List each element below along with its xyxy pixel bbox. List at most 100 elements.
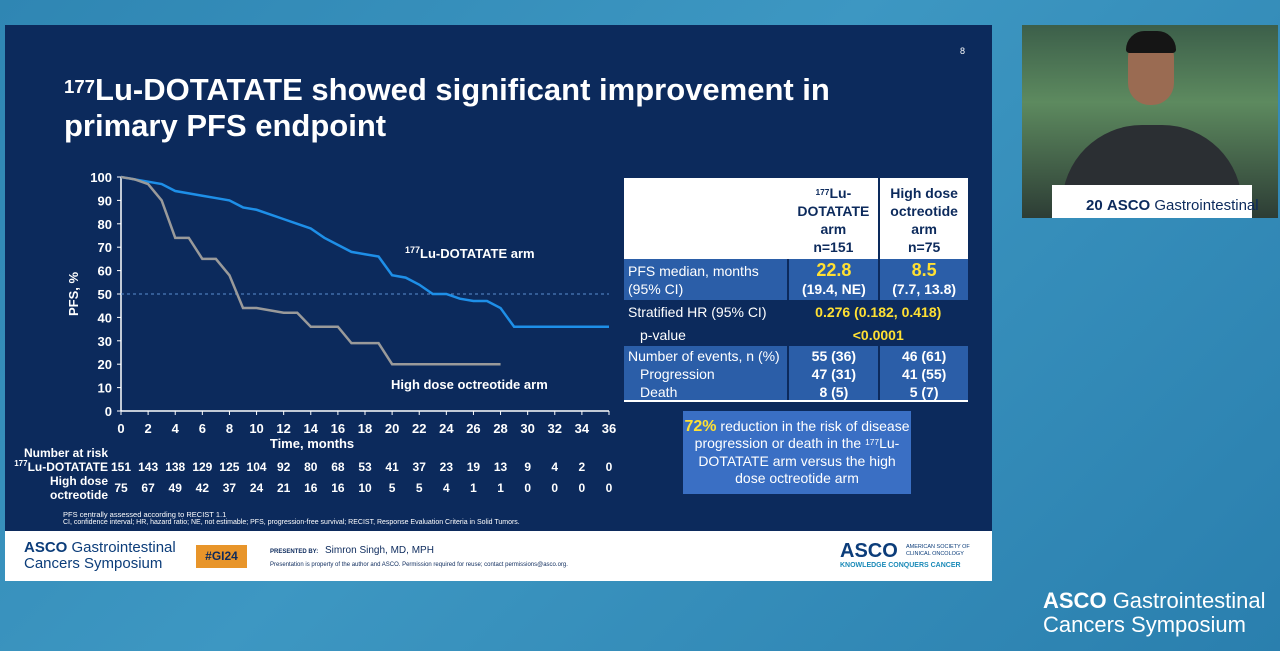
at-risk-value: 151 <box>111 460 131 474</box>
x-tick-label: 0 <box>117 421 124 436</box>
at-risk-value: 21 <box>277 481 291 495</box>
society-line: CLINICAL ONCOLOGY <box>906 551 964 557</box>
cell: 46 (61) <box>878 346 968 365</box>
at-risk-value: 129 <box>192 460 212 474</box>
callout-text: Lu-DOTATATE arm versus the high dose oct… <box>698 435 900 486</box>
tagline: KNOWLEDGE CONQUERS CANCER <box>840 562 961 569</box>
podium-20: 20 <box>1086 197 1103 214</box>
at-risk-value: 5 <box>389 481 396 495</box>
at-risk-value: 0 <box>606 481 613 495</box>
disclaimer: Presentation is property of the author a… <box>270 562 568 568</box>
at-risk-value: 0 <box>551 481 558 495</box>
at-risk-value: 4 <box>551 460 558 474</box>
y-tick-label: 60 <box>98 264 112 279</box>
x-tick-label: 4 <box>172 421 180 436</box>
logo-asco: ASCO <box>24 539 68 556</box>
podium-asco: ASCO <box>1106 197 1151 214</box>
at-risk-value: 104 <box>247 460 267 474</box>
y-tick-label: 10 <box>98 381 112 396</box>
podium-text: 20 ASCO Gastrointestinal <box>1086 197 1259 214</box>
at-risk-label: 177Lu-DOTATATE <box>14 459 108 474</box>
at-risk-value: 23 <box>440 460 454 474</box>
at-risk-label-text: octreotide <box>50 488 108 502</box>
y-tick-label: 20 <box>98 357 112 372</box>
x-tick-label: 32 <box>548 421 562 436</box>
at-risk-value: 37 <box>413 460 427 474</box>
at-risk-value: 75 <box>114 481 128 495</box>
at-risk-value: 0 <box>524 481 531 495</box>
at-risk-value: 80 <box>304 460 318 474</box>
y-tick-label: 70 <box>98 240 112 255</box>
series-label-text: Lu-DOTATATE arm <box>420 246 535 261</box>
at-risk-value: 13 <box>494 460 508 474</box>
row-label: (95% CI) <box>628 280 684 297</box>
logo-text: Cancers Symposium <box>24 555 163 572</box>
x-tick-label: 10 <box>249 421 263 436</box>
at-risk-value: 16 <box>331 481 345 495</box>
x-tick-label: 6 <box>199 421 206 436</box>
y-tick-label: 0 <box>105 404 112 419</box>
x-tick-label: 22 <box>412 421 426 436</box>
col-name: arm <box>911 221 937 237</box>
at-risk-sup: 177 <box>14 459 28 468</box>
footer-logo: ASCO Gastrointestinal Cancers Symposium <box>24 540 176 572</box>
p-value: <0.0001 <box>852 327 904 343</box>
slide-number: 8 <box>960 46 966 56</box>
col-n: n=75 <box>907 239 941 255</box>
at-risk-value: 16 <box>304 481 318 495</box>
pfs-median: 8.5 <box>911 260 937 280</box>
callout-sup: 177 <box>865 436 880 447</box>
speaker-video: 20 ASCO Gastrointestinal <box>1022 25 1278 218</box>
hr-value: 0.276 (0.182, 0.418) <box>815 304 942 320</box>
title-line: Lu-DOTATATE showed significant improveme… <box>95 72 830 107</box>
logo-text: Gastrointestinal <box>71 539 176 556</box>
x-axis-label: Time, months <box>270 436 354 451</box>
at-risk-value: 68 <box>331 460 345 474</box>
footnote: PFS centrally assessed according to RECI… <box>63 510 227 519</box>
pfs-ci: (7.7, 13.8) <box>892 281 957 297</box>
at-risk-value: 19 <box>467 460 481 474</box>
at-risk-label: octreotide <box>50 488 108 502</box>
y-tick-label: 100 <box>90 170 112 185</box>
series-label-sup: 177 <box>405 245 420 255</box>
x-tick-label: 26 <box>466 421 480 436</box>
at-risk-value: 0 <box>579 481 586 495</box>
cell: 41 (55) <box>878 365 968 382</box>
at-risk-value: 4 <box>443 481 450 495</box>
at-risk-value: 24 <box>250 481 264 495</box>
y-tick-label: 80 <box>98 217 112 232</box>
x-tick-label: 8 <box>226 421 233 436</box>
y-tick-label: 50 <box>98 287 112 302</box>
x-tick-label: 30 <box>520 421 534 436</box>
at-risk-value: 2 <box>579 460 586 474</box>
x-tick-label: 24 <box>439 421 454 436</box>
wm-text: Gastrointestinal <box>1112 588 1266 613</box>
results-table: 177Lu- DOTATATE arm n=151 High dose octreoti… <box>624 178 968 402</box>
col-name: octreotide <box>890 203 958 219</box>
callout-text: reduction in the risk of disease progres… <box>694 417 910 452</box>
y-tick-label: 90 <box>98 193 112 208</box>
at-risk-value: 143 <box>138 460 158 474</box>
col-name: arm <box>820 221 847 237</box>
y-tick-label: 40 <box>98 310 112 325</box>
x-tick-label: 28 <box>493 421 507 436</box>
y-axis-label: PFS, % <box>66 272 81 317</box>
at-risk-value: 1 <box>470 481 477 495</box>
x-tick-label: 14 <box>304 421 319 436</box>
at-risk-label-text: Lu-DOTATATE <box>28 460 108 474</box>
row-label: Stratified HR (95% CI) <box>628 304 767 320</box>
slide-footer <box>5 531 992 581</box>
x-tick-label: 36 <box>602 421 616 436</box>
row-label: Number of events, n (%) <box>624 346 789 365</box>
cell: 5 (7) <box>878 382 968 402</box>
x-tick-label: 12 <box>276 421 290 436</box>
at-risk-value: 53 <box>358 460 372 474</box>
at-risk-value: 41 <box>385 460 399 474</box>
at-risk-value: 138 <box>165 460 185 474</box>
row-label: p-value <box>640 327 686 343</box>
wm-asco: ASCO <box>1043 588 1107 613</box>
at-risk-value: 0 <box>606 460 613 474</box>
at-risk-value: 49 <box>169 481 183 495</box>
